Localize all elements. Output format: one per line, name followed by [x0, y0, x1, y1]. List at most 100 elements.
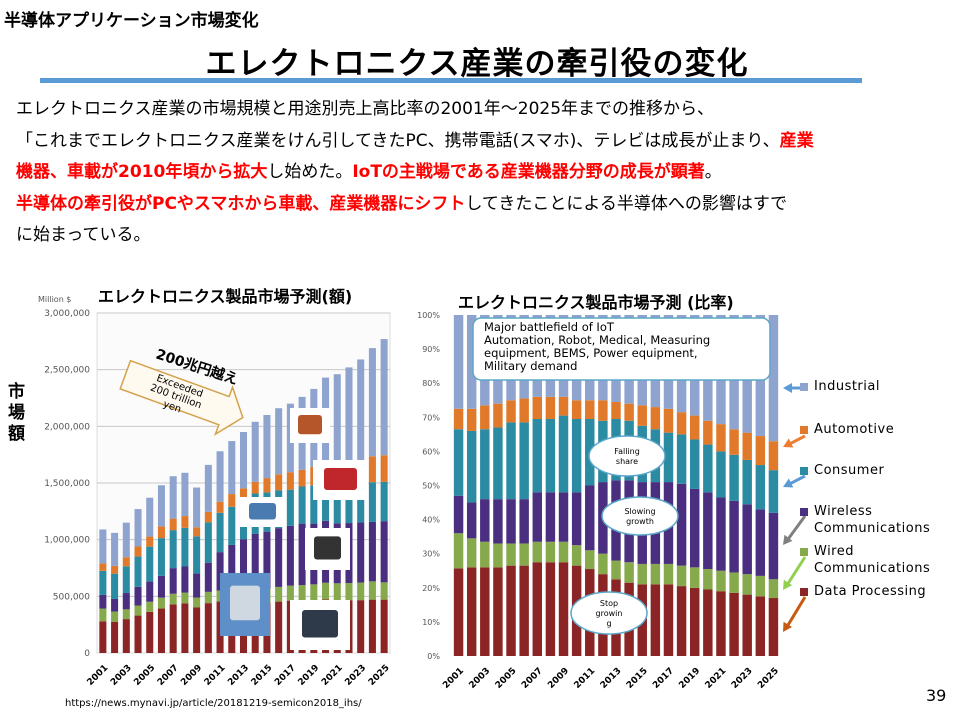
- bar-segment-automotive: [99, 563, 107, 571]
- legend-arrow-icon: [783, 434, 806, 448]
- bar-segment-wired-communications: [729, 572, 739, 593]
- bar-segment-industrial: [228, 441, 236, 495]
- bar-segment-automotive: [768, 441, 779, 471]
- bar-segment-industrial: [216, 451, 224, 502]
- bar-segment-wireless-communications: [545, 492, 556, 542]
- bar-segment-wired-communications: [286, 585, 294, 601]
- legend-swatch: [800, 466, 808, 475]
- bar-segment-consumer: [571, 419, 582, 493]
- y-tick-label: 30%: [422, 550, 440, 559]
- bar-segment-consumer: [755, 465, 766, 510]
- bar-segment-data-processing: [181, 603, 189, 653]
- bar-segment-data-processing: [134, 615, 142, 653]
- bar-segment-automotive: [703, 420, 713, 445]
- bar-segment-wired-communications: [380, 582, 388, 600]
- legend-arrow-icon: [783, 556, 807, 590]
- x-tick-label: 2023: [730, 666, 755, 691]
- bar-segment-wireless-communications: [493, 499, 503, 544]
- bar-segment-wired-communications: [111, 611, 119, 622]
- bar-segment-wireless-communications: [519, 499, 529, 544]
- bar-segment-consumer: [204, 522, 212, 563]
- bar-segment-data-processing: [742, 594, 752, 656]
- falling-share-callout-text: Falling: [614, 447, 640, 456]
- bar-segment-automotive: [598, 400, 608, 421]
- bar-segment-data-processing: [99, 621, 107, 653]
- y-tick-label: 500,000: [53, 592, 90, 602]
- bar-segment-wired-communications: [333, 583, 341, 601]
- bar-segment-automotive: [134, 546, 142, 557]
- bar-segment-wired-communications: [663, 563, 674, 585]
- bar-segment-wireless-communications: [480, 499, 490, 542]
- bar-segment-data-processing: [453, 568, 464, 656]
- body-line: 「これまでエレクトロニクス産業をけん引してきたPC、携帯電話(スマホ)、テレビは…: [16, 126, 946, 158]
- bar-segment-data-processing: [193, 607, 201, 653]
- body-text-segment: 。: [704, 162, 722, 182]
- bar-segment-consumer: [357, 484, 365, 523]
- x-tick-label: 2013: [226, 663, 251, 688]
- bar-segment-wired-communications: [345, 583, 353, 601]
- bar-segment-wired-communications: [193, 597, 201, 608]
- bar-segment-data-processing: [676, 586, 687, 656]
- picture-content: [230, 585, 260, 621]
- bar-segment-data-processing: [689, 587, 700, 656]
- bar-segment-wireless-communications: [768, 512, 779, 580]
- bar-segment-wired-communications: [571, 545, 582, 566]
- bar-segment-wired-communications: [298, 585, 306, 601]
- bar-segment-automotive: [286, 472, 294, 490]
- bar-segment-industrial: [263, 415, 271, 479]
- iot-callout-line: Automation, Robot, Medical, Measuring: [484, 333, 710, 347]
- y-tick-label: 70%: [422, 413, 440, 422]
- right-chart-title: エレクトロニクス製品市場予測 (比率): [458, 293, 734, 312]
- left-chart: Million $ 0 500,000 1,000,000 1,500,000 2,000…: [38, 295, 392, 688]
- arrow-line: [785, 596, 807, 628]
- y-tick-label: 10%: [422, 618, 440, 627]
- bar-segment-automotive: [755, 436, 766, 466]
- bar-segment-automotive: [239, 488, 248, 500]
- body-text-segment: に始まっている。: [16, 225, 151, 245]
- bar-segment-consumer: [298, 486, 306, 524]
- x-tick-label: 2009: [546, 666, 571, 691]
- bar-segment-consumer: [558, 415, 569, 493]
- bar-segment-industrial: [275, 408, 283, 475]
- y-tick-label: 3,000,000: [44, 309, 90, 319]
- bar-segment-automotive: [689, 415, 700, 440]
- legend-item: Industrial: [800, 378, 880, 395]
- bar-segment-wireless-communications: [585, 485, 595, 551]
- bar-segment-wired-communications: [755, 575, 766, 597]
- bar-segment-consumer: [380, 481, 388, 522]
- body-text-segment: 「これまでエレクトロニクス産業をけん引してきたPC、携帯電話(スマホ)、テレビは…: [16, 130, 780, 151]
- bar-segment-consumer: [310, 485, 318, 524]
- bar-segment-wired-communications: [598, 553, 608, 575]
- bar-segment-consumer: [768, 470, 779, 513]
- legend-label: Consumer: [814, 463, 885, 478]
- bar-segment-data-processing: [169, 604, 177, 653]
- bar-segment-wired-communications: [169, 593, 177, 605]
- bar-segment-consumer: [453, 429, 464, 496]
- bar-segment-wireless-communications: [157, 575, 165, 598]
- bar-segment-wired-communications: [532, 541, 543, 563]
- bar-segment-wireless-communications: [204, 562, 212, 592]
- y-tick-label: 2,500,000: [44, 366, 90, 376]
- legend-label: Wired Communications: [814, 544, 931, 576]
- bar-segment-automotive: [466, 408, 477, 431]
- body-line: 半導体の牽引役がPCやスマホから車載、産業機器にシフトしてきたことによる半導体へ…: [16, 189, 946, 221]
- bar-segment-industrial: [333, 374, 341, 464]
- legend-item: Wired Communications: [800, 543, 944, 577]
- tv-icon: [240, 497, 285, 527]
- bar-segment-wired-communications: [650, 563, 661, 585]
- x-tick-label: 2011: [203, 663, 228, 688]
- arrow-head: [783, 621, 793, 632]
- picture-content: [302, 610, 338, 638]
- arrow-head: [783, 478, 794, 488]
- source-url[interactable]: https://news.mynavi.jp/article/20181219-…: [65, 698, 362, 709]
- right-chart: 0%10%20%30%40%50%60%70%80%90%100%2001 200…: [417, 311, 807, 691]
- bar-segment-consumer: [216, 512, 224, 553]
- y-tick-label: 50%: [422, 482, 440, 491]
- bar-segment-automotive: [493, 403, 503, 428]
- bar-segment-consumer: [716, 451, 726, 498]
- vertical-label-char: 場: [8, 403, 25, 423]
- x-tick-label: 2021: [704, 666, 729, 691]
- body-line: エレクトロニクス産業の市場規模と用途別売上高比率の2001年～2025年までの推…: [16, 94, 946, 126]
- bar-segment-wired-communications: [768, 579, 779, 599]
- bar-segment-industrial: [169, 476, 177, 519]
